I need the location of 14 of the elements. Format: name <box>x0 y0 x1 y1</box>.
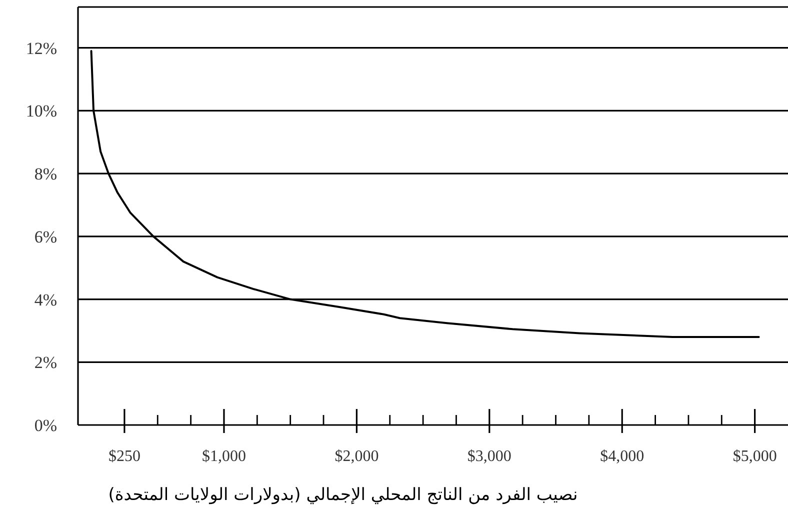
y-tick-label: 8% <box>34 164 57 184</box>
y-tick-label: 10% <box>26 102 57 121</box>
x-tick-label: $250 <box>108 448 140 465</box>
x-tick-label: $5,000 <box>732 448 777 465</box>
y-tick-label: 4% <box>34 290 57 310</box>
x-tick-label: $4,000 <box>600 448 644 465</box>
y-tick-label: 12% <box>26 38 57 58</box>
y-tick-label: 6% <box>34 227 57 246</box>
y-tick-label: 0% <box>34 416 57 435</box>
x-tick-label: $3,000 <box>467 448 512 465</box>
x-axis-title: نصيب الفرد من الناتج المحلي الإجمالي (بدولارات الولايات المتحدة) <box>108 485 578 505</box>
y-tick-label: 2% <box>34 353 57 372</box>
x-tick-label: $2,000 <box>334 448 379 465</box>
x-tick-label: $1,000 <box>202 448 246 465</box>
